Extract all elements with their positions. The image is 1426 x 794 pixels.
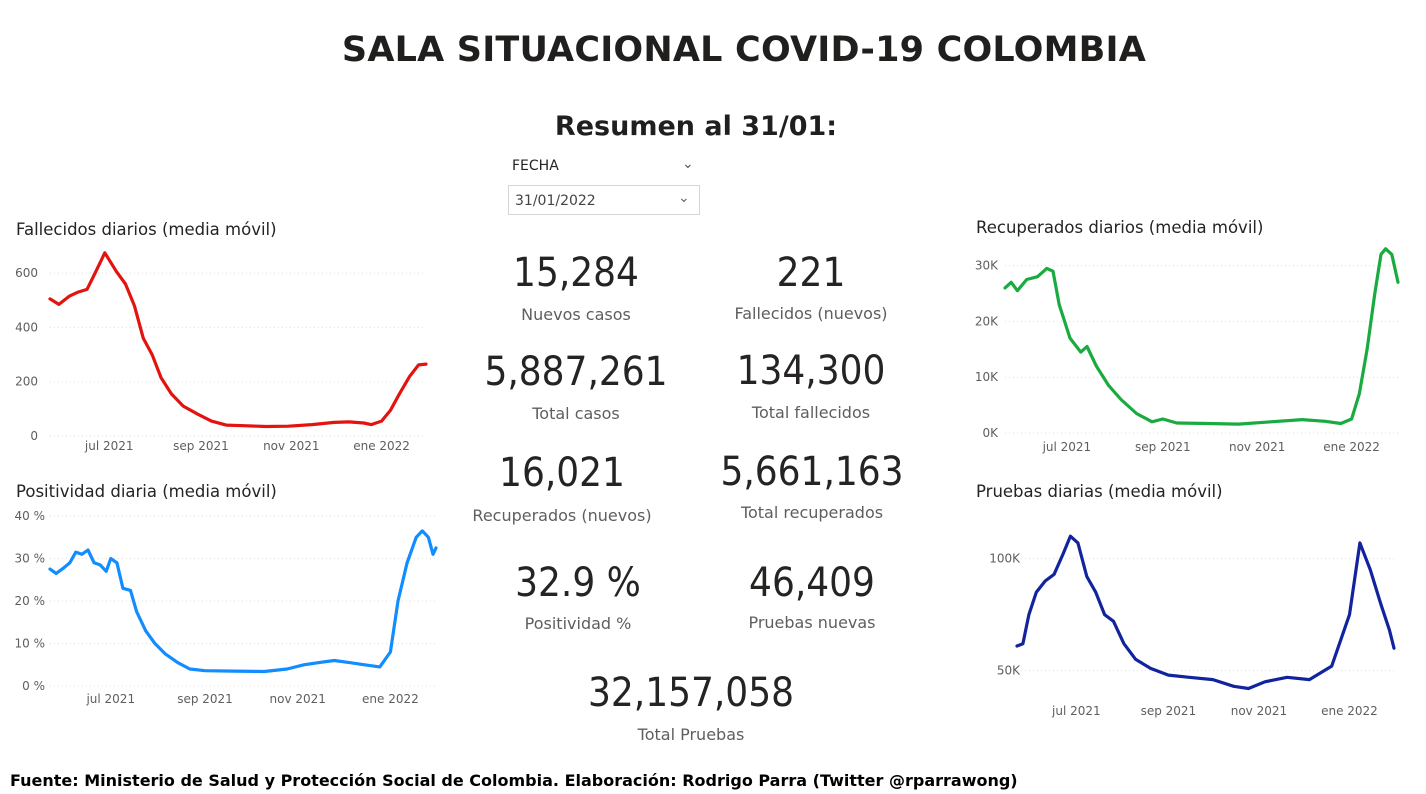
positividad-y-tick-label: 0 % bbox=[22, 679, 45, 693]
kpi-pruebas-nuevas-label: Pruebas nuevas bbox=[748, 613, 876, 632]
kpi-pruebas-nuevas-value: 46,409 bbox=[749, 560, 875, 606]
date-slicer-dropdown[interactable] bbox=[508, 185, 700, 215]
recuperados-y-tick-label: 30K bbox=[975, 259, 999, 273]
kpi-total-fallecidos-value: 134,300 bbox=[736, 348, 886, 394]
date-slicer-value: 31/01/2022 bbox=[515, 193, 596, 209]
kpi-recuperados-nuevos-label: Recuperados (nuevos) bbox=[472, 506, 652, 525]
chart-title-fallecidos: Fallecidos diarios (media móvil) bbox=[16, 220, 277, 239]
fallecidos-y-tick-label: 200 bbox=[15, 375, 38, 389]
pruebas-series-line bbox=[1015, 534, 1396, 691]
positividad-y-tick-label: 30 % bbox=[15, 552, 46, 566]
kpi-total-fallecidos-label: Total fallecidos bbox=[751, 403, 871, 422]
recuperados-x-tick-label: ene 2022 bbox=[1323, 440, 1380, 454]
kpi-total-recuperados-label: Total recuperados bbox=[740, 503, 884, 522]
recuperados-x-tick-label: sep 2021 bbox=[1135, 440, 1191, 454]
pruebas-y-tick-label: 100K bbox=[989, 552, 1021, 566]
fallecidos-x-tick-label: jul 2021 bbox=[84, 439, 134, 453]
positividad-y-tick-label: 40 % bbox=[15, 509, 46, 523]
recuperados-y-tick-label: 10K bbox=[975, 370, 999, 384]
fallecidos-y-tick-label: 600 bbox=[15, 266, 38, 280]
fallecidos-x-tick-label: sep 2021 bbox=[173, 439, 229, 453]
kpi-total-pruebas-label: Total Pruebas bbox=[637, 725, 745, 744]
kpi-recuperados-nuevos-value: 16,021 bbox=[499, 450, 625, 496]
page-title: SALA SITUACIONAL COVID-19 COLOMBIA bbox=[341, 30, 1147, 70]
kpi-nuevos-casos-value: 15,284 bbox=[513, 250, 639, 296]
kpi-nuevos-casos-label: Nuevos casos bbox=[521, 305, 631, 324]
kpi-positividad-label: Positividad % bbox=[524, 614, 632, 633]
positividad-x-tick-label: ene 2022 bbox=[362, 692, 419, 706]
fallecidos-y-tick-label: 400 bbox=[15, 320, 38, 334]
recuperados-x-tick-label: jul 2021 bbox=[1042, 440, 1092, 454]
recuperados-series-line bbox=[1003, 247, 1400, 426]
recuperados-y-tick-label: 20K bbox=[975, 314, 999, 328]
pruebas-x-tick-label: jul 2021 bbox=[1051, 704, 1101, 718]
pruebas-x-tick-label: nov 2021 bbox=[1231, 704, 1287, 718]
pruebas-x-tick-label: sep 2021 bbox=[1141, 704, 1197, 718]
kpi-fallecidos-nuevos-value: 221 bbox=[776, 250, 846, 296]
fallecidos-x-tick-label: nov 2021 bbox=[263, 439, 319, 453]
summary-title: Resumen al 31/01: bbox=[554, 111, 838, 142]
recuperados-x-tick-label: nov 2021 bbox=[1229, 440, 1285, 454]
fallecidos-x-tick-label: ene 2022 bbox=[353, 439, 410, 453]
pruebas-y-tick-label: 50K bbox=[997, 664, 1021, 678]
chart-title-positividad: Positividad diaria (media móvil) bbox=[16, 482, 277, 501]
chevron-down-icon[interactable]: ⌄ bbox=[678, 190, 690, 206]
date-slicer-label: FECHA bbox=[512, 158, 559, 174]
positividad-x-tick-label: jul 2021 bbox=[85, 692, 135, 706]
kpi-positividad-value: 32.9 % bbox=[515, 560, 641, 606]
kpi-total-casos-label: Total casos bbox=[532, 404, 620, 423]
kpi-fallecidos-nuevos-label: Fallecidos (nuevos) bbox=[734, 304, 888, 323]
kpi-total-pruebas-value: 32,157,058 bbox=[588, 670, 794, 716]
recuperados-y-tick-label: 0K bbox=[982, 426, 999, 440]
kpi-total-recuperados-value: 5,661,163 bbox=[720, 449, 904, 495]
fallecidos-series-line bbox=[48, 251, 428, 429]
kpi-total-casos-value: 5,887,261 bbox=[484, 349, 668, 395]
source-footnote: Fuente: Ministerio de Salud y Protección… bbox=[10, 771, 1018, 790]
chart-title-pruebas: Pruebas diarias (media móvil) bbox=[976, 482, 1223, 501]
pruebas-x-tick-label: ene 2022 bbox=[1321, 704, 1378, 718]
positividad-y-tick-label: 20 % bbox=[15, 594, 46, 608]
chart-title-recuperados: Recuperados diarios (media móvil) bbox=[976, 218, 1264, 237]
slicer-collapse-chevron-icon[interactable]: ⌄ bbox=[682, 156, 694, 172]
fallecidos-y-tick-label: 0 bbox=[30, 429, 38, 443]
positividad-x-tick-label: nov 2021 bbox=[270, 692, 326, 706]
positividad-series-line bbox=[48, 529, 438, 674]
positividad-x-tick-label: sep 2021 bbox=[177, 692, 233, 706]
positividad-y-tick-label: 10 % bbox=[15, 637, 46, 651]
